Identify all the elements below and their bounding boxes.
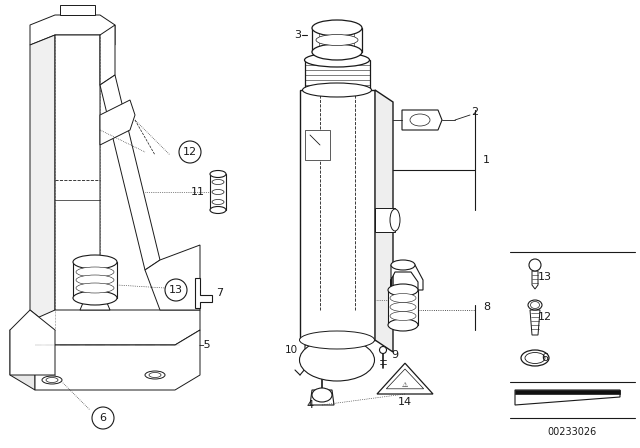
Polygon shape [530,310,540,335]
Ellipse shape [42,376,62,384]
Ellipse shape [388,319,418,331]
Polygon shape [145,245,200,310]
Text: 6: 6 [99,413,106,423]
Circle shape [529,259,541,271]
Ellipse shape [300,339,374,381]
Ellipse shape [145,371,165,379]
Text: 13: 13 [169,285,183,295]
Circle shape [165,279,187,301]
Text: 14: 14 [398,397,412,407]
Ellipse shape [531,302,540,309]
Text: 00233026: 00233026 [547,427,596,437]
Ellipse shape [46,378,58,383]
Ellipse shape [73,255,117,269]
Text: 12: 12 [538,312,552,322]
Polygon shape [515,390,620,394]
Ellipse shape [391,260,415,270]
Ellipse shape [390,209,400,231]
Polygon shape [312,28,362,52]
Circle shape [179,141,201,163]
Polygon shape [515,390,620,405]
Ellipse shape [390,311,416,320]
Ellipse shape [390,302,416,311]
Text: 1: 1 [483,155,490,165]
Ellipse shape [312,20,362,36]
Polygon shape [30,35,55,330]
Text: 12: 12 [183,147,197,157]
Ellipse shape [210,207,226,214]
Polygon shape [100,25,115,85]
Ellipse shape [410,114,430,126]
Ellipse shape [390,293,416,302]
Text: 13: 13 [538,272,552,282]
Polygon shape [375,90,393,352]
Text: –5: –5 [198,340,211,350]
Polygon shape [195,278,212,308]
Text: 10: 10 [285,345,298,355]
Text: 4: 4 [307,400,314,410]
Polygon shape [305,60,370,90]
Ellipse shape [380,346,387,353]
Ellipse shape [312,44,362,60]
Ellipse shape [149,372,161,378]
Text: 2: 2 [472,107,479,117]
Ellipse shape [312,388,332,402]
Polygon shape [532,271,538,289]
Polygon shape [387,369,424,389]
Polygon shape [377,363,433,394]
Ellipse shape [76,267,114,277]
Polygon shape [30,15,115,45]
Polygon shape [73,262,117,298]
Polygon shape [60,5,95,15]
Polygon shape [210,174,226,210]
Polygon shape [100,75,160,270]
Ellipse shape [212,180,224,185]
Ellipse shape [210,171,226,177]
Ellipse shape [528,300,542,310]
Polygon shape [402,110,442,130]
Polygon shape [310,390,334,405]
Polygon shape [305,130,330,160]
Ellipse shape [521,350,549,366]
Ellipse shape [76,275,114,285]
Ellipse shape [305,53,369,67]
Text: 6: 6 [541,353,548,363]
Polygon shape [80,298,110,310]
Text: 11: 11 [191,187,205,197]
Text: 3: 3 [294,30,301,40]
Text: 7: 7 [216,288,223,298]
Polygon shape [388,290,418,325]
Ellipse shape [212,199,224,204]
Ellipse shape [388,284,418,296]
Polygon shape [100,100,135,145]
Polygon shape [305,345,318,363]
Text: ⚠: ⚠ [402,382,408,388]
Ellipse shape [300,331,374,349]
Ellipse shape [525,353,545,363]
Polygon shape [375,208,395,232]
Ellipse shape [73,291,117,305]
Polygon shape [10,310,200,345]
Text: 8: 8 [483,302,490,312]
Ellipse shape [212,190,224,194]
Polygon shape [391,265,423,290]
Ellipse shape [316,34,358,46]
Ellipse shape [303,83,371,97]
Polygon shape [55,35,100,330]
Text: 9: 9 [392,350,399,360]
Polygon shape [10,330,35,390]
Polygon shape [35,330,200,390]
Polygon shape [300,90,375,340]
Circle shape [92,407,114,429]
Ellipse shape [76,283,114,293]
Polygon shape [10,310,55,375]
